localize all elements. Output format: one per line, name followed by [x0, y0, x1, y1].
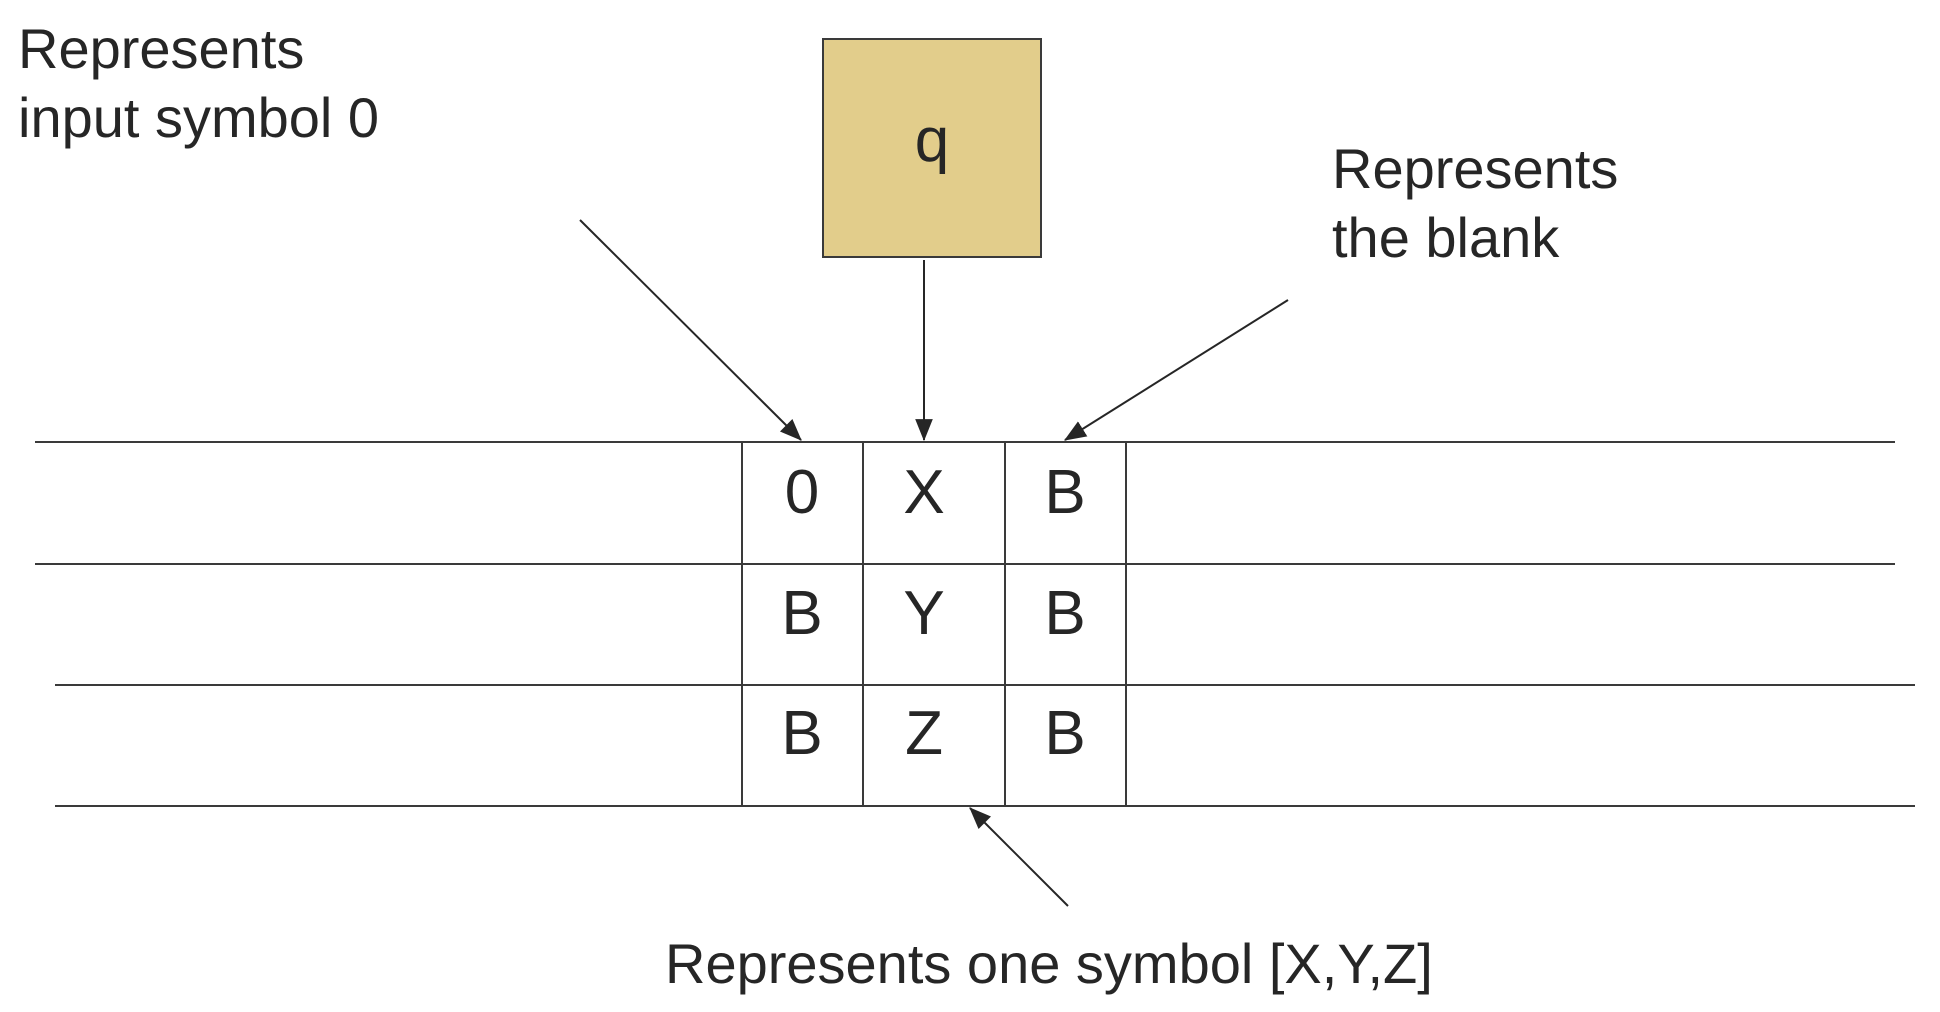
input-symbol-label: Represents input symbol 0 — [18, 14, 379, 152]
tape-cell: B — [781, 578, 823, 648]
tape-cell: Z — [905, 698, 943, 768]
input-symbol-arrow — [579, 219, 802, 441]
tape-cell: 0 — [784, 457, 820, 527]
tape-cell: Y — [903, 578, 945, 648]
tape-cell: B — [1044, 457, 1086, 527]
blank-arrow — [1064, 299, 1289, 441]
blank-label-line2: the blank — [1332, 206, 1560, 269]
state-label: q — [914, 105, 950, 175]
blank-label-line1: Represents — [1332, 137, 1619, 200]
tape-cell: B — [1044, 698, 1086, 768]
one-symbol-arrow — [969, 807, 1069, 907]
tape-cell: X — [903, 457, 945, 527]
input-symbol-label-line1: Represents — [18, 17, 305, 80]
blank-label: Represents the blank — [1332, 134, 1618, 272]
state-box: q — [822, 38, 1042, 258]
input-symbol-label-line2: input symbol 0 — [18, 86, 380, 149]
one-symbol-label: Represents one symbol [X,Y,Z] — [665, 932, 1433, 995]
tape-cell: B — [1044, 578, 1086, 648]
tape-cell: B — [781, 698, 823, 768]
